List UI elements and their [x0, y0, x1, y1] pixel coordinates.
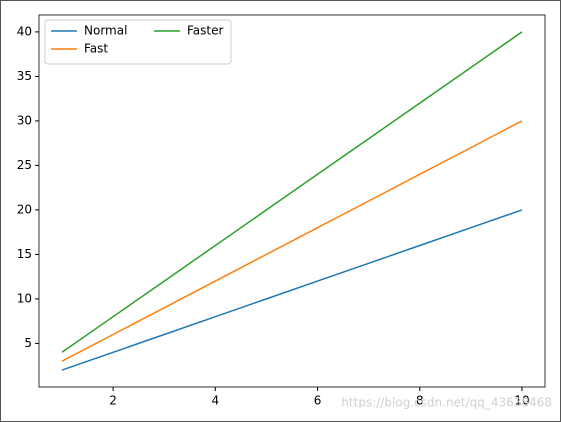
y-tick-label: 25 — [17, 158, 32, 172]
y-tick-label: 15 — [17, 247, 32, 261]
legend-label: Faster — [187, 24, 223, 38]
line-series — [61, 31, 523, 353]
legend-label: Normal — [84, 24, 127, 38]
y-tick-label: 10 — [17, 291, 32, 305]
x-tick-label: 6 — [314, 394, 322, 408]
x-tick-label: 8 — [416, 394, 424, 408]
legend-label: Fast — [84, 42, 108, 56]
y-tick-label: 35 — [17, 69, 32, 83]
y-tick-label: 20 — [17, 202, 32, 216]
y-tick-label: 40 — [17, 24, 32, 38]
legend-box — [44, 19, 232, 65]
x-tick-label: 4 — [212, 394, 220, 408]
x-tick-label: 10 — [514, 394, 529, 408]
line-series — [61, 209, 523, 371]
plot-frame — [38, 14, 546, 388]
line-series — [61, 120, 523, 362]
legend: Normal Fast Faster — [44, 19, 232, 65]
y-tick-label: 30 — [17, 113, 32, 127]
watermark: https://blog.csdn.net/qq_43638468 — [341, 396, 552, 410]
x-tick-label: 2 — [109, 394, 117, 408]
y-tick-label: 5 — [24, 336, 32, 350]
